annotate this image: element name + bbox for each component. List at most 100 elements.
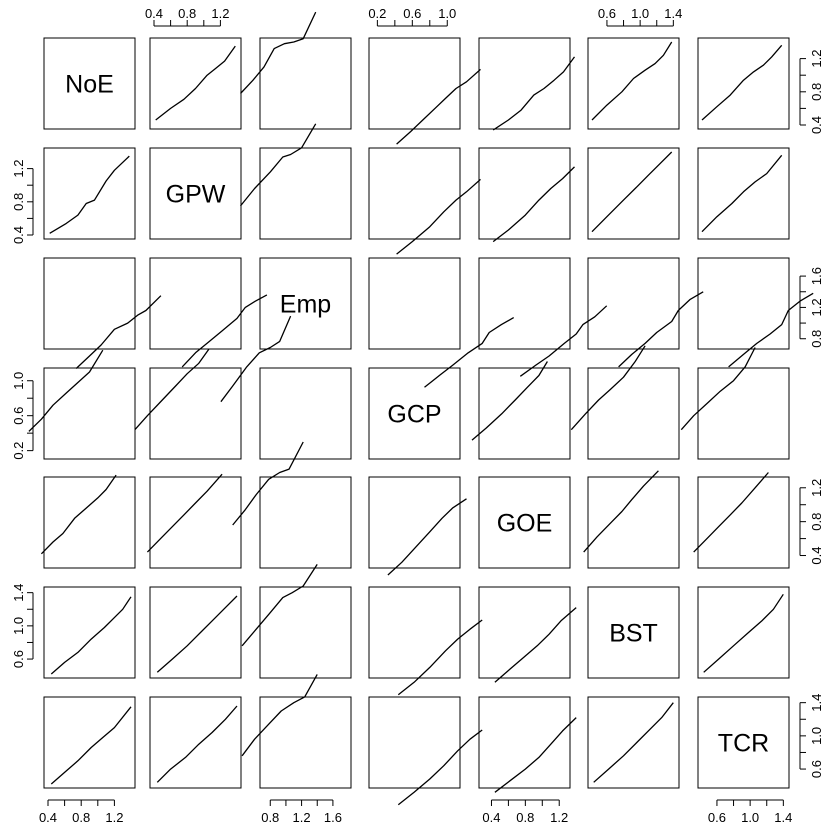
panel-gcp-vs-gcp: [368, 367, 461, 460]
panel-gpw-vs-gpw: [149, 147, 242, 240]
curve-emp-vs-goe: [519, 305, 608, 377]
panel-gcp-vs-goe: [478, 367, 571, 460]
panel-gpw-vs-noe: [43, 147, 136, 240]
x-tick-label-emp-1: 1.2: [293, 810, 311, 825]
curve-emp-vs-gpw: [181, 294, 268, 368]
panel-emp-vs-tcr: [697, 257, 790, 350]
panel-noe-vs-noe: [43, 37, 136, 130]
curve-gpw-vs-emp: [239, 123, 317, 207]
panel-bst-vs-gcp: [368, 586, 461, 679]
curve-gpw-vs-noe: [49, 155, 130, 234]
variable-label-goe: GOE: [497, 510, 553, 538]
x-tick-label-gcp-2: 1.0: [438, 6, 456, 21]
curve-gpw-vs-gcp: [396, 178, 481, 255]
variable-label-tcr: TCR: [718, 730, 769, 758]
curve-gcp-vs-bst: [570, 345, 646, 431]
curve-noe-vs-goe: [492, 56, 576, 131]
x-tick-label-noe-1: 0.8: [72, 810, 90, 825]
panel-gpw-vs-goe: [478, 147, 571, 240]
y-tick-label-noe-2: 1.2: [809, 50, 824, 68]
panel-bst-vs-bst: [587, 586, 680, 679]
panel-gpw-vs-gcp: [368, 147, 461, 240]
variable-label-gcp: GCP: [387, 401, 441, 429]
x-tick-label-goe-1: 0.8: [516, 810, 534, 825]
panel-bst-vs-gpw: [149, 586, 242, 679]
panel-emp-vs-gpw: [149, 257, 242, 350]
curve-noe-vs-emp: [240, 11, 317, 94]
curve-noe-vs-gpw: [155, 45, 236, 121]
y-tick-label-noe-0: 0.4: [809, 116, 824, 134]
x-tick-label-tcr-0: 0.6: [708, 810, 726, 825]
x-tick-label-gpw-2: 1.2: [211, 6, 229, 21]
x-tick-label-bst-0: 0.6: [598, 6, 616, 21]
y-tick-label-noe-1: 0.8: [809, 83, 824, 101]
panel-emp-vs-bst: [587, 257, 680, 350]
y-tick-label-emp-0: 0.8: [809, 330, 824, 348]
panel-goe-vs-bst: [587, 476, 680, 569]
panel-bst-vs-tcr: [697, 586, 790, 679]
panel-noe-vs-tcr: [697, 37, 790, 130]
panel-gpw-vs-tcr: [697, 147, 790, 240]
y-tick-label-bst-0: 0.6: [11, 650, 26, 668]
y-tick-label-gcp-1: 0.6: [11, 407, 26, 425]
panel-goe-vs-gpw: [149, 476, 242, 569]
x-tick-label-gpw-1: 0.8: [178, 6, 196, 21]
panel-emp-vs-emp: [259, 257, 352, 350]
variable-label-noe: NoE: [65, 71, 114, 99]
curve-goe-vs-bst: [583, 470, 659, 553]
panel-gcp-vs-emp: [259, 367, 352, 460]
x-tick-label-gcp-0: 0.2: [368, 6, 386, 21]
panel-goe-vs-emp: [259, 476, 352, 569]
curve-goe-vs-gcp: [387, 498, 467, 576]
panel-goe-vs-gcp: [368, 476, 461, 569]
curve-bst-vs-noe: [50, 596, 132, 675]
curve-bst-vs-tcr: [703, 593, 784, 673]
curve-noe-vs-gcp: [396, 68, 481, 145]
x-tick-label-noe-2: 1.2: [105, 810, 123, 825]
curve-tcr-vs-emp: [241, 674, 318, 757]
y-tick-label-emp-1: 1.2: [809, 298, 824, 316]
curve-emp-vs-gcp: [424, 317, 515, 388]
panel-noe-vs-emp: [259, 37, 352, 130]
panel-bst-vs-emp: [259, 586, 352, 679]
curve-bst-vs-goe: [494, 607, 577, 683]
curve-emp-vs-noe: [75, 295, 162, 369]
panel-tcr-vs-tcr: [697, 696, 790, 789]
y-tick-label-bst-1: 1.0: [11, 617, 26, 635]
panel-gcp-vs-bst: [587, 367, 680, 460]
x-tick-label-emp-2: 1.6: [324, 810, 342, 825]
curve-bst-vs-gcp: [397, 619, 483, 696]
variable-label-bst: BST: [609, 620, 658, 648]
panel-tcr-vs-bst: [587, 696, 680, 789]
panel-noe-vs-goe: [478, 37, 571, 130]
x-tick-label-bst-2: 1.4: [664, 6, 682, 21]
curve-tcr-vs-gpw: [156, 705, 238, 783]
panel-tcr-vs-goe: [478, 696, 571, 789]
y-tick-label-gcp-0: 0.2: [11, 442, 26, 460]
curve-bst-vs-emp: [241, 564, 318, 647]
curve-goe-vs-emp: [232, 441, 304, 526]
y-tick-label-goe-2: 1.2: [809, 479, 824, 497]
y-tick-label-tcr-1: 1.0: [809, 727, 824, 745]
curve-gcp-vs-noe: [28, 349, 104, 432]
panel-goe-vs-noe: [43, 476, 136, 569]
curve-goe-vs-gpw: [146, 473, 223, 553]
x-tick-label-tcr-1: 1.0: [741, 810, 759, 825]
y-tick-label-tcr-0: 0.6: [809, 760, 824, 778]
curve-noe-vs-bst: [591, 41, 673, 121]
panel-tcr-vs-emp: [259, 696, 352, 789]
panel-tcr-vs-gcp: [368, 696, 461, 789]
curve-goe-vs-tcr: [693, 472, 769, 553]
panel-goe-vs-goe: [478, 476, 571, 569]
y-tick-label-bst-2: 1.4: [11, 584, 26, 602]
x-tick-label-tcr-2: 1.4: [774, 810, 792, 825]
panel-emp-vs-gcp: [368, 257, 461, 350]
panel-noe-vs-bst: [587, 37, 680, 130]
panel-gcp-vs-tcr: [697, 367, 790, 460]
curve-gcp-vs-emp: [220, 315, 292, 403]
panel-bst-vs-goe: [478, 586, 571, 679]
curve-tcr-vs-goe: [494, 717, 577, 793]
panel-goe-vs-tcr: [697, 476, 790, 569]
